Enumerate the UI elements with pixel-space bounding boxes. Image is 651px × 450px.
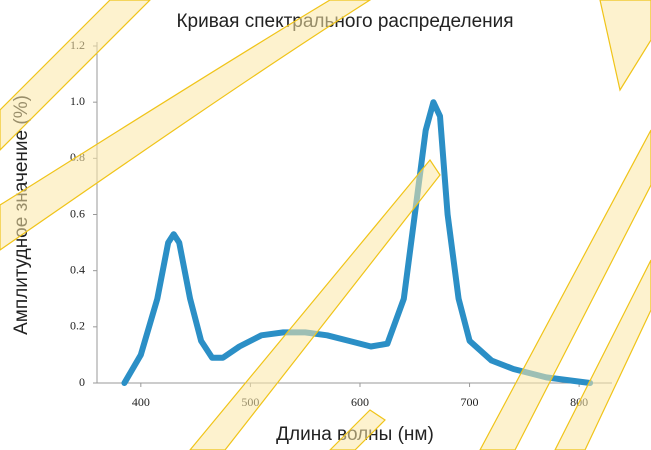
y-tick-label: 0.6 (70, 206, 85, 220)
band (599, 0, 651, 92)
x-tick-label: 400 (132, 395, 150, 409)
x-tick-label: 700 (461, 395, 479, 409)
band (189, 158, 441, 450)
y-tick-label: 0.2 (70, 319, 85, 333)
band (0, 0, 151, 151)
spectrum-line (121, 99, 594, 386)
x-tick-label: 600 (351, 395, 369, 409)
chart-title: Кривая спектрального распределения (176, 11, 513, 32)
band (329, 409, 386, 450)
y-tick-label: 1.0 (70, 94, 85, 108)
y-tick-label: 0.4 (70, 262, 85, 276)
band (554, 259, 651, 450)
band (0, 0, 372, 251)
band (479, 129, 651, 450)
y-tick-label: 0 (79, 375, 85, 389)
